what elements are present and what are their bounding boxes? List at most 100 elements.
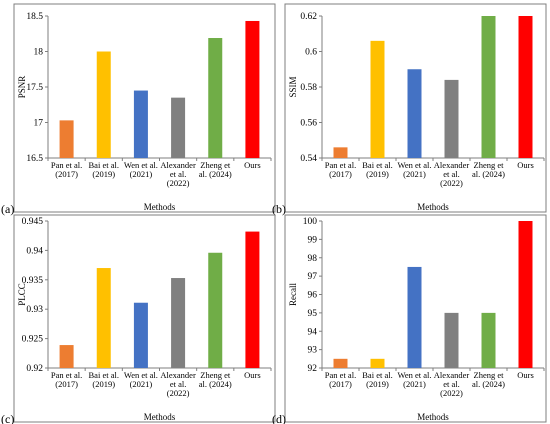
x-tick-label-line: al. (2024) [199,379,232,389]
x-tick-label-line: et al. [443,379,460,389]
x-axis-title: Methods [144,202,176,212]
panel-frame [13,214,276,423]
x-tick-label-line: (2019) [366,379,389,389]
x-tick-label-line: Pan et al. [51,160,82,170]
x-tick-label: Wen et al. (2021) [397,370,431,389]
bar [518,16,533,158]
panel-frame [284,214,547,423]
bar [59,345,74,368]
x-tick-label-line: (2021) [130,379,153,389]
y-tick-label: 93 [308,346,318,356]
x-tick-label: Zheng et al. (2024) [199,370,232,389]
bar [96,51,111,158]
x-tick-label: Zheng et al. (2024) [199,160,232,179]
bar [96,268,111,368]
panel-ssim-group: 0.54 0.56 0.58 0.6 0.62 SSIM Pan et al. (2017) B… [272,3,547,216]
panel-tag: (a) [1,202,14,216]
x-tick-label-line: Bai et al. [89,370,119,380]
y-tick-label: 0.54 [300,154,317,164]
x-tick-label-line: (2021) [130,169,153,179]
y-tick-label: 0.58 [300,83,317,93]
x-tick-label-line: Alexander [434,160,470,170]
y-axis-title: PLCC [17,283,27,306]
x-tick-label-line: Bai et al. [89,160,119,170]
panel-frame [284,3,547,213]
x-tick-label: Wen et al. (2021) [124,160,158,179]
x-tick-label-line: Bai et al. [362,160,392,170]
x-tick-label-line: al. (2024) [199,169,232,179]
x-tick-label-line: Ours [517,370,534,380]
bar [481,16,496,158]
y-tick-label: 0.94 [26,246,43,256]
panel-frame [13,3,276,213]
bar [333,358,348,368]
y-tick-label: 0.92 [26,364,43,374]
x-tick-label: Bai et al. (2019) [362,160,392,179]
y-tick-label: 0.945 [22,217,44,227]
x-tick-label-line: Zheng et [200,160,231,170]
x-tick-label: Pan et al. (2017) [51,160,82,179]
bar [370,40,385,158]
x-tick-label-line: al. (2024) [472,169,505,179]
x-tick-label-line: (2017) [55,379,78,389]
x-tick-label-line: et al. [170,169,187,179]
x-tick-label-line: (2017) [55,169,78,179]
x-tick-label: Bai et al. (2019) [89,370,119,389]
x-tick-label: Wen et al. (2021) [124,370,158,389]
x-tick-label: Pan et al. (2017) [325,160,356,179]
x-tick-label-line: Ours [244,160,261,170]
x-tick-label-line: Alexander [434,370,470,380]
chart-panel-2: 0.54 0.56 0.58 0.6 0.62 SSIM Pan et al. (2017) B… [272,3,547,216]
bar [407,69,422,158]
x-tick-label-line: (2017) [329,169,352,179]
y-tick-label: 98 [308,254,318,264]
x-tick-label: Alexander et al. (2022) [434,370,470,398]
y-tick-label: 0.935 [22,276,44,286]
x-tick-label: Bai et al. (2019) [362,370,392,389]
x-tick-label-line: Pan et al. [51,370,82,380]
x-tick-label-line: (2022) [440,388,463,398]
x-tick-label-line: Wen et al. [124,370,158,380]
y-tick-label: 17.5 [26,83,43,93]
x-tick-label-line: (2022) [440,178,463,188]
y-tick-label: 0.6 [305,48,317,58]
x-axis-title: Methods [417,202,449,212]
y-axis-title: PSNR [17,76,27,99]
x-tick-label-line: Zheng et [474,160,505,170]
y-axis-title: Recall [288,283,298,306]
x-tick-label-line: Wen et al. [124,160,158,170]
y-tick-label: 99 [308,235,318,245]
panel-tag: (b) [272,202,286,216]
x-tick-label: Ours [517,160,534,170]
bar [444,79,459,158]
bar [208,38,223,159]
bar [444,312,459,368]
x-tick-label-line: (2017) [329,379,352,389]
x-tick-label: Ours [244,370,261,380]
panel-tag: (c) [1,412,14,424]
x-tick-label-line: Alexander [160,160,196,170]
x-tick-label-line: Zheng et [200,370,231,380]
bar [518,221,533,368]
x-tick-label-line: Bai et al. [362,370,392,380]
x-tick-label-line: (2022) [167,178,190,188]
x-tick-label-line: al. (2024) [472,379,505,389]
bar [481,312,496,368]
y-tick-label: 0.925 [22,335,44,345]
bar [333,147,348,158]
x-tick-label: Alexander et al. (2022) [434,160,470,188]
x-tick-label-line: Wen et al. [397,370,431,380]
panel-plcc-group: 0.92 0.925 0.93 0.935 0.94 0.945 PLCC Pan et al… [1,214,276,424]
panel-tag: (d) [272,412,286,424]
y-tick-label: 0.62 [300,12,317,22]
x-tick-label-line: (2022) [167,388,190,398]
x-tick-label: Alexander et al. (2022) [160,160,196,188]
y-tick-label: 100 [303,217,318,227]
x-axis-title: Methods [144,412,176,422]
x-tick-label: Ours [244,160,261,170]
x-tick-label: Zheng et al. (2024) [472,370,505,389]
x-tick-label-line: Ours [517,160,534,170]
bar [370,358,385,368]
x-tick-label-line: (2019) [366,169,389,179]
chart-panel-3: 0.92 0.925 0.93 0.935 0.94 0.945 PLCC Pan et al… [1,214,276,424]
